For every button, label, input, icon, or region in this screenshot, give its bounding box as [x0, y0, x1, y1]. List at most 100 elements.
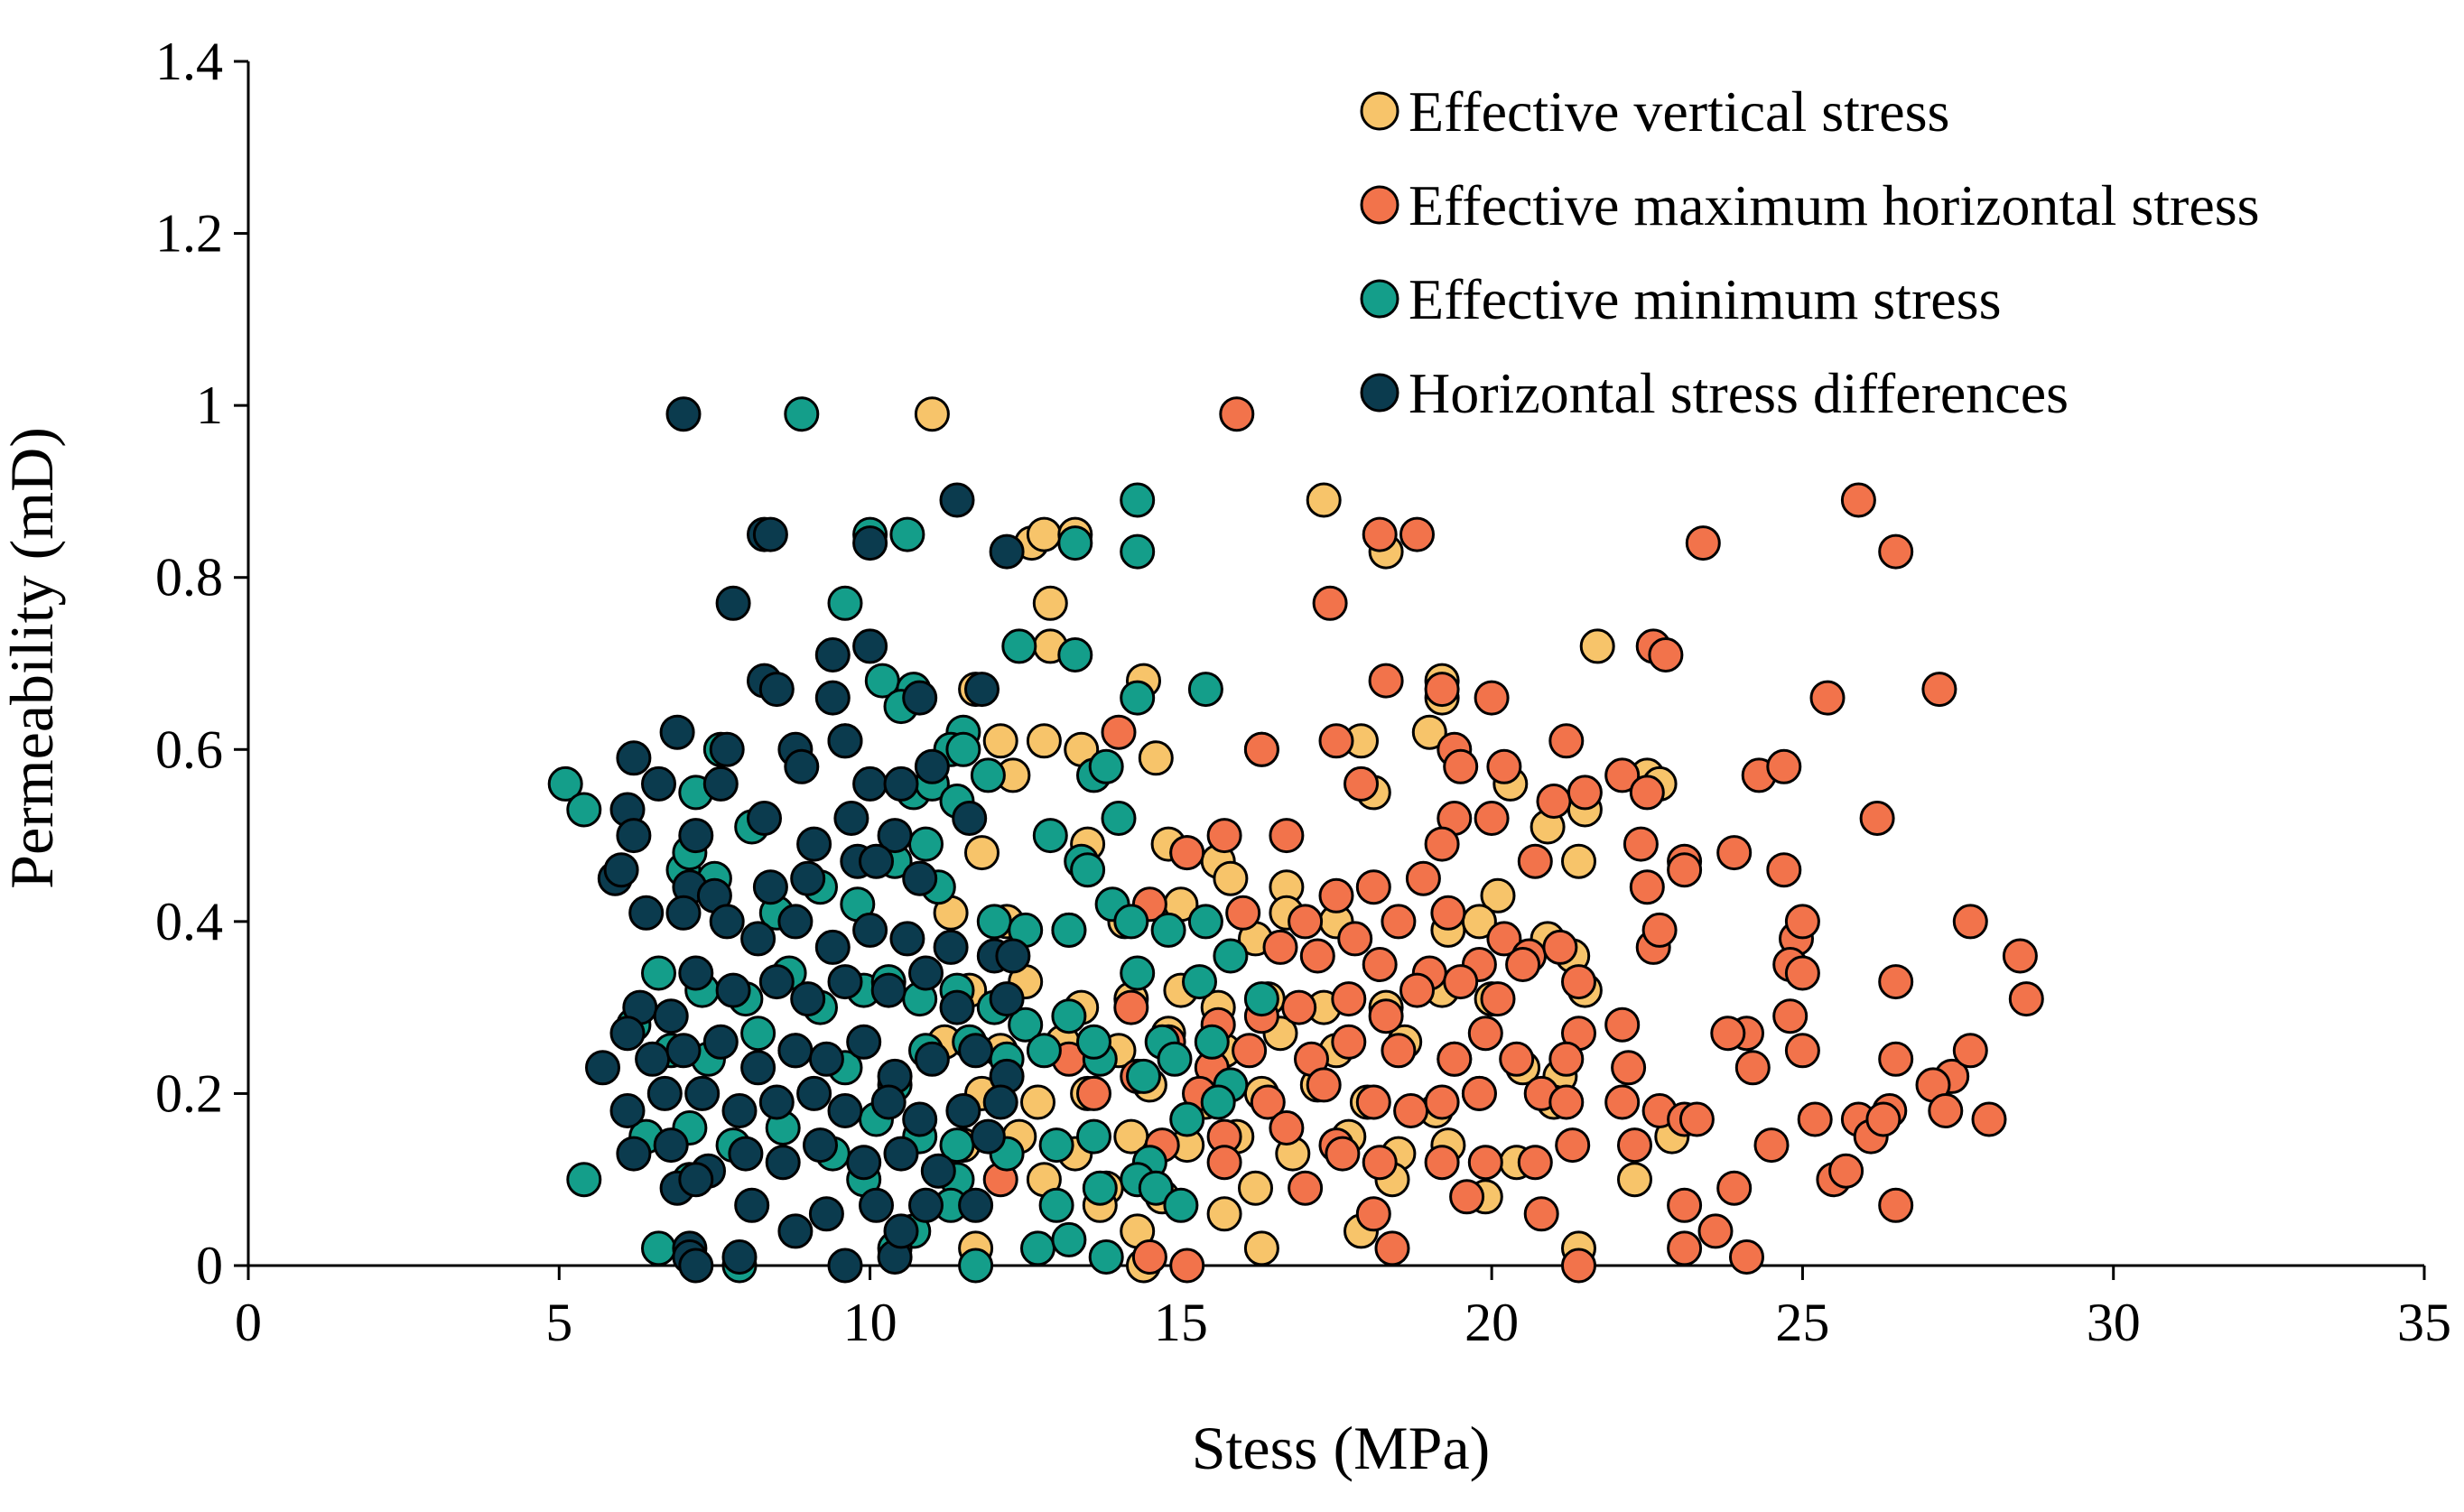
data-point	[914, 748, 950, 784]
data-point	[1523, 1196, 1559, 1232]
y-tick-label: 0.6	[155, 719, 223, 779]
data-point	[1766, 852, 1802, 888]
data-point	[790, 860, 826, 896]
data-point	[1697, 1213, 1734, 1249]
data-point	[1032, 585, 1068, 621]
data-point	[1001, 628, 1037, 664]
data-point	[790, 981, 826, 1017]
data-point	[814, 637, 851, 673]
data-point	[1038, 1127, 1074, 1164]
y-tick-label: 1.2	[155, 204, 223, 264]
data-point	[1288, 1170, 1324, 1206]
data-point	[702, 765, 739, 802]
data-point	[752, 516, 788, 552]
data-point	[1355, 869, 1391, 905]
data-point	[2002, 938, 2038, 974]
data-point	[1243, 1230, 1279, 1266]
data-point	[982, 723, 1018, 759]
legend-marker	[1360, 185, 1399, 225]
legend-marker	[1360, 91, 1399, 131]
legend-label: Effective maximum horizontal stress	[1409, 173, 2260, 237]
legend-marker	[1360, 373, 1399, 413]
data-point	[1243, 981, 1279, 1017]
data-point	[1299, 938, 1335, 974]
data-point	[702, 1024, 739, 1060]
data-point	[1579, 628, 1615, 664]
data-point	[1213, 860, 1249, 896]
data-point	[1076, 1075, 1111, 1111]
data-point	[1499, 1041, 1535, 1077]
data-point	[1374, 1230, 1410, 1266]
data-point	[1206, 1196, 1242, 1232]
data-point	[1200, 1084, 1236, 1120]
data-point	[1480, 877, 1516, 914]
data-point	[1555, 1127, 1591, 1164]
data-point	[765, 1145, 801, 1181]
data-point	[964, 835, 1000, 871]
data-point	[852, 765, 888, 802]
data-point	[1020, 1084, 1055, 1120]
data-point	[1505, 947, 1541, 982]
data-point	[678, 1162, 714, 1198]
data-point	[1567, 775, 1603, 811]
data-point	[889, 516, 925, 552]
data-point	[1101, 801, 1137, 836]
data-point	[852, 912, 888, 948]
data-point	[852, 525, 888, 561]
data-point	[1561, 843, 1596, 879]
data-point	[715, 972, 751, 1008]
data-point	[1952, 1033, 1988, 1069]
data-point	[1038, 1187, 1074, 1223]
data-point	[1667, 852, 1703, 888]
data-point	[1362, 516, 1398, 552]
data-point	[827, 964, 863, 1000]
data-point	[1405, 860, 1441, 896]
data-point	[1952, 904, 1988, 940]
data-point	[1474, 801, 1510, 836]
data-point	[1219, 396, 1255, 432]
data-point	[777, 904, 814, 940]
data-point	[902, 680, 938, 716]
data-point	[1467, 1145, 1503, 1181]
data-point	[665, 895, 702, 931]
data-point	[1344, 765, 1379, 802]
data-point	[1026, 1033, 1062, 1069]
data-point	[1157, 1041, 1193, 1077]
data-point	[740, 1050, 776, 1086]
data-point	[902, 860, 938, 896]
data-point	[1486, 921, 1522, 957]
data-point	[1169, 1248, 1205, 1284]
data-point	[1617, 1162, 1652, 1198]
data-point	[659, 714, 695, 750]
axes: 0 0.2 0.4 0.6 0.8 1 1.2 1.4 0 5 10 15 20 25 30 35	[155, 32, 2451, 1352]
data-point	[920, 1153, 956, 1189]
data-point	[641, 765, 676, 802]
data-point	[1766, 748, 1802, 784]
data-point	[665, 1033, 702, 1069]
data-point	[1318, 723, 1354, 759]
data-point	[1318, 877, 1354, 914]
data-point	[833, 801, 869, 836]
data-point	[1772, 998, 1808, 1034]
data-point	[1424, 1145, 1460, 1181]
data-point	[1604, 1084, 1641, 1120]
data-point	[1667, 1187, 1703, 1223]
data-point	[784, 748, 820, 784]
data-point	[1617, 1127, 1652, 1164]
data-point	[1281, 989, 1317, 1025]
data-point	[1629, 869, 1665, 905]
data-point	[1020, 1230, 1055, 1266]
data-point	[1206, 818, 1242, 854]
x-tick-label: 20	[1464, 1293, 1519, 1352]
data-point	[1561, 964, 1596, 1000]
data-point	[796, 826, 832, 862]
data-point	[1032, 818, 1068, 854]
data-point	[1206, 1145, 1242, 1181]
data-point	[1424, 826, 1460, 862]
data-point	[1101, 714, 1137, 750]
data-point	[1716, 1170, 1753, 1206]
data-point	[1306, 1067, 1342, 1103]
data-point	[752, 869, 788, 905]
data-point	[964, 672, 1000, 708]
